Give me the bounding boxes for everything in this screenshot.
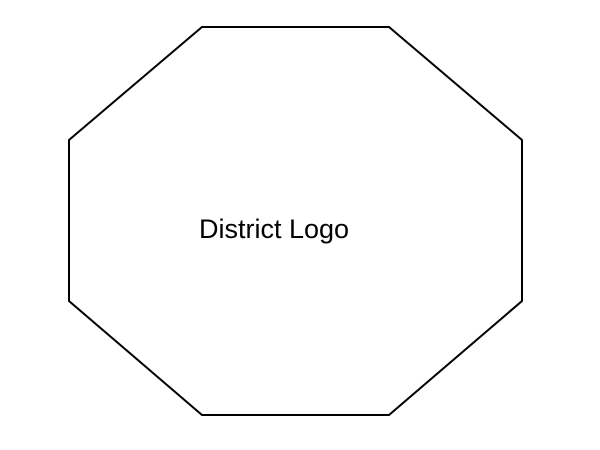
octagon-outline: [68, 26, 523, 416]
logo-label: District Logo: [198, 214, 350, 244]
